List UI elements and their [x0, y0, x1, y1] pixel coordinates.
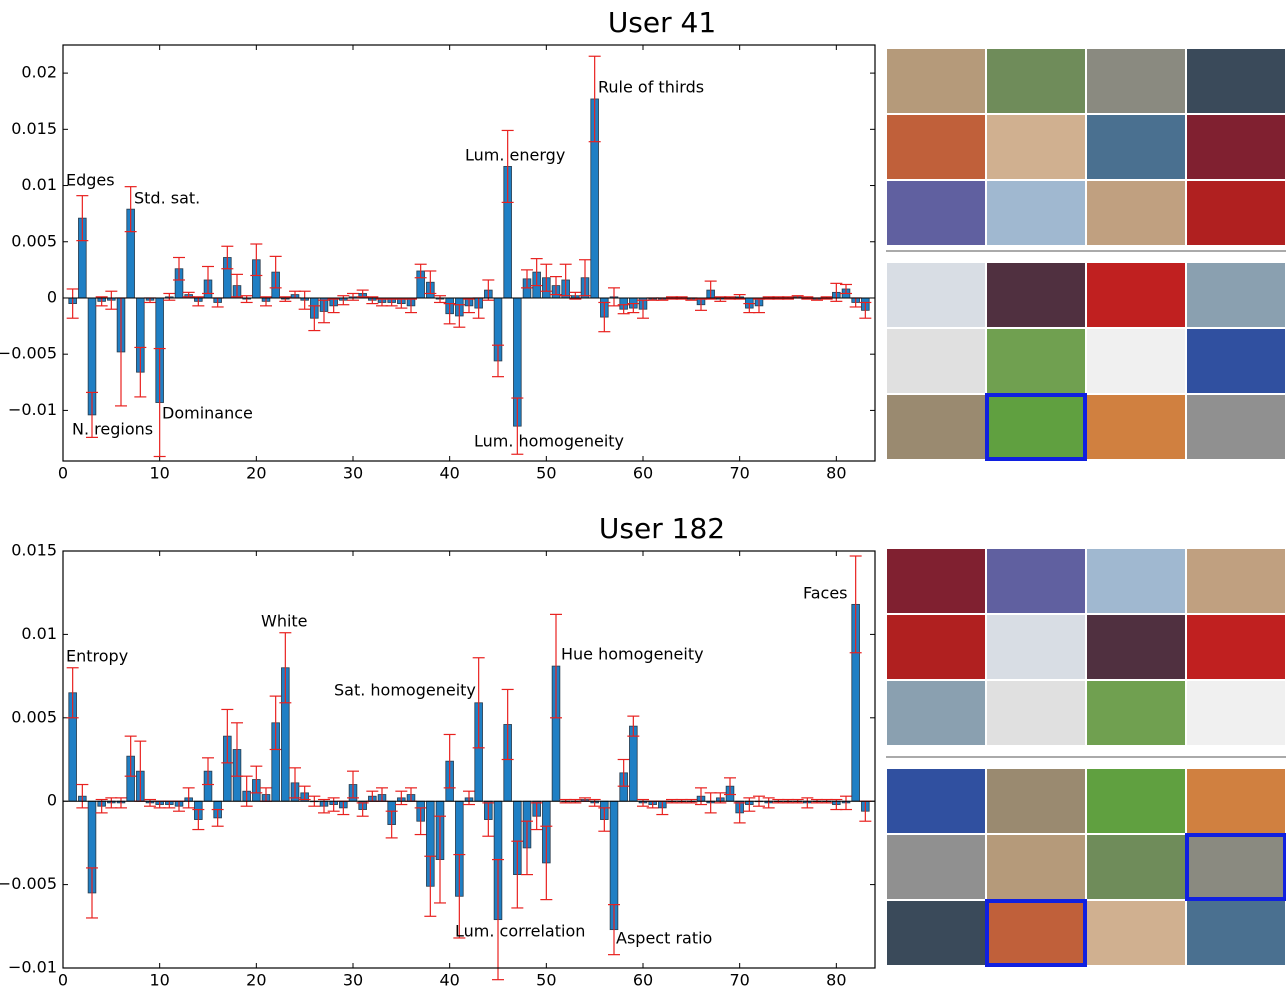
y-tick-label: 0.015: [11, 119, 57, 138]
thumbnail: [1187, 549, 1285, 613]
annotation: N. regions: [72, 420, 153, 439]
thumbnail: [1087, 835, 1185, 899]
thumbnail: [987, 835, 1085, 899]
thumbnail: [1087, 681, 1185, 745]
annotation: Lum. correlation: [455, 922, 585, 941]
thumbnail: [987, 901, 1085, 965]
y-tick-label: −0.005: [0, 874, 57, 893]
x-tick-label: 50: [536, 464, 556, 483]
x-tick-label: 20: [246, 464, 266, 483]
thumbnail: [987, 395, 1085, 459]
y-tick-label: 0.01: [21, 175, 57, 194]
x-tick-label: 70: [729, 971, 749, 990]
thumbnail: [987, 49, 1085, 113]
thumbnail: [987, 181, 1085, 245]
thumbnail: [1187, 615, 1285, 679]
thumbnail: [1087, 901, 1185, 965]
y-tick-label: 0.015: [11, 541, 57, 560]
y-tick-label: 0: [47, 287, 57, 306]
x-tick-label: 20: [246, 971, 266, 990]
annotation: Entropy: [66, 647, 128, 666]
y-tick-label: 0.005: [11, 231, 57, 250]
thumbnail: [1187, 901, 1285, 965]
thumbnail: [1187, 181, 1285, 245]
x-tick-label: 0: [58, 464, 68, 483]
y-tick-label: 0.01: [21, 624, 57, 643]
thumbnail: [1087, 615, 1185, 679]
figure: User 41 −0.01 −0.005 0 0.005 0.01 0.015 0.02 0 10…: [0, 0, 1286, 990]
thumbnail: [1187, 835, 1285, 899]
annotation: Aspect ratio: [616, 929, 712, 948]
x-tick-label: 60: [633, 971, 653, 990]
x-tick-label: 10: [149, 971, 169, 990]
thumbnail: [987, 329, 1085, 393]
thumbnail: [987, 681, 1085, 745]
thumbnail: [887, 901, 985, 965]
thumbnail: [887, 549, 985, 613]
annotation: Rule of thirds: [598, 78, 704, 97]
thumbnail: [1187, 329, 1285, 393]
thumbnail: [887, 115, 985, 179]
chart-title: User 41: [608, 6, 716, 39]
annotation: Lum. homogeneity: [474, 432, 624, 451]
annotation: Hue homogeneity: [561, 645, 704, 664]
thumbnail: [887, 49, 985, 113]
thumbnail: [887, 263, 985, 327]
thumbnail: [1087, 49, 1185, 113]
y-tick-label: −0.01: [8, 400, 57, 419]
annotation: Lum. energy: [465, 146, 565, 165]
thumbnail: [987, 615, 1085, 679]
x-tick-label: 30: [343, 464, 363, 483]
thumbnail: [1087, 115, 1185, 179]
annotation: Edges: [66, 171, 115, 190]
x-tick-label: 40: [439, 464, 459, 483]
thumbnail: [1087, 329, 1185, 393]
thumbnail: [987, 263, 1085, 327]
y-tick-label: −0.01: [8, 958, 57, 977]
thumbnail: [887, 835, 985, 899]
thumbnail: [1087, 263, 1185, 327]
x-tick-label: 70: [729, 464, 749, 483]
thumbnail: [1087, 395, 1185, 459]
plot-area: [63, 551, 875, 968]
x-tick-label: 40: [439, 971, 459, 990]
annotation: Faces: [803, 584, 848, 603]
thumbnail: [1187, 263, 1285, 327]
y-tick-label: 0.005: [11, 707, 57, 726]
thumbnail: [987, 549, 1085, 613]
x-tick-label: 80: [826, 464, 846, 483]
x-tick-label: 80: [826, 971, 846, 990]
thumbnail: [887, 681, 985, 745]
annotation: Sat. homogeneity: [334, 681, 476, 700]
y-tick-label: 0.02: [21, 63, 57, 82]
thumbnail: [987, 769, 1085, 833]
thumbnail: [1187, 395, 1285, 459]
thumbnail: [1087, 181, 1185, 245]
thumbnail: [887, 395, 985, 459]
x-tick-label: 10: [149, 464, 169, 483]
thumbnail: [1187, 769, 1285, 833]
thumbnail: [1087, 769, 1185, 833]
x-tick-label: 60: [633, 464, 653, 483]
annotation: Std. sat.: [134, 189, 200, 208]
thumbnail: [1187, 681, 1285, 745]
y-tick-label: −0.005: [0, 344, 57, 363]
x-tick-label: 50: [536, 971, 556, 990]
plot-area: [63, 45, 875, 461]
thumbnail: [1187, 49, 1285, 113]
x-tick-label: 0: [58, 971, 68, 990]
thumbnail: [887, 769, 985, 833]
thumbnail: [987, 115, 1085, 179]
chart-title: User 182: [599, 512, 725, 545]
thumbnail: [887, 181, 985, 245]
thumbnail: [1087, 549, 1185, 613]
thumbnail: [887, 615, 985, 679]
bar: [629, 726, 637, 801]
y-tick-label: 0: [47, 791, 57, 810]
thumbnail: [887, 329, 985, 393]
x-tick-label: 30: [343, 971, 363, 990]
thumbnail: [1187, 115, 1285, 179]
annotation: White: [261, 612, 308, 631]
annotation: Dominance: [162, 404, 253, 423]
